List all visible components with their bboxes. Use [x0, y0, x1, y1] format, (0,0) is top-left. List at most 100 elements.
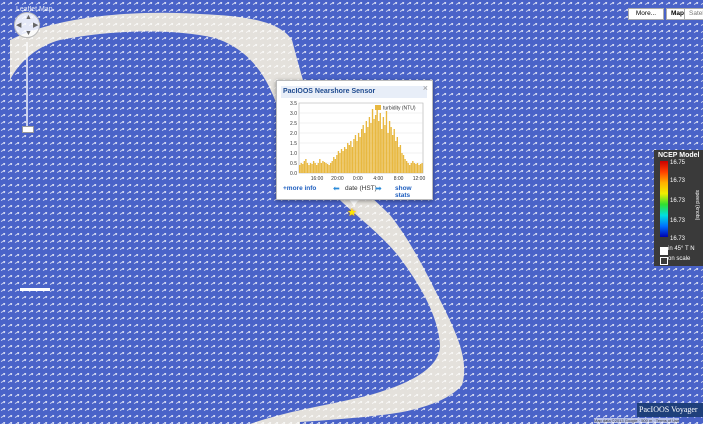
y-tick-label: 1.5 — [290, 141, 297, 147]
turbidity-bar — [382, 117, 385, 173]
turbidity-bar — [416, 163, 419, 173]
zoom-slider-handle[interactable] — [22, 126, 34, 133]
pan-up-icon[interactable]: ▲ — [25, 14, 32, 21]
date-label: date (HST) — [345, 185, 377, 192]
turbidity-bar — [371, 109, 374, 173]
turbidity-bar — [299, 165, 301, 173]
turbidity-bar — [328, 165, 330, 173]
turbidity-bar — [402, 155, 405, 173]
turbidity-bar — [319, 159, 321, 173]
turbidity-bar — [331, 161, 333, 173]
turbidity-bar — [356, 141, 358, 173]
pan-control[interactable]: ▲ ▼ ◀ ▶ — [14, 12, 40, 38]
turbidity-bar — [337, 151, 340, 173]
turbidity-bar — [418, 165, 420, 173]
turbidity-bar — [311, 164, 313, 173]
star-icon[interactable]: ★ — [347, 207, 357, 219]
turbidity-bar — [345, 149, 347, 173]
scale-option-label: on scale — [668, 256, 691, 262]
map-type-satellite-button[interactable]: Satellite — [684, 8, 703, 20]
turbidity-bar — [347, 143, 349, 173]
turbidity-bar — [342, 151, 344, 173]
more-button[interactable]: More... — [628, 8, 664, 20]
turbidity-bar — [309, 163, 312, 173]
next-arrow-icon[interactable]: ➡ — [375, 184, 382, 193]
zoom-slider-track[interactable] — [26, 42, 28, 126]
popup-pointer — [348, 198, 360, 206]
x-tick-label: 8:00 — [394, 176, 404, 182]
legend-value: 16.73 — [670, 178, 686, 184]
turbidity-bar — [361, 129, 363, 173]
legend-swatch — [375, 105, 381, 110]
turbidity-bar — [373, 119, 375, 173]
model-legend: NCEP Model 16.75 16.73 16.73 16.73 16.73… — [654, 150, 703, 266]
turbidity-bar — [413, 163, 416, 173]
turbidity-bar — [317, 163, 319, 173]
x-tick-label: 20:00 — [331, 176, 344, 182]
turbidity-bar — [351, 147, 354, 173]
popup-footer: +more info ⬅ date (HST) ➡ show stats — [281, 184, 428, 199]
turbidity-bar — [333, 157, 335, 173]
x-tick-label: 12:00 — [413, 176, 426, 182]
turbidity-bar — [323, 162, 326, 173]
turbidity-bar — [330, 163, 332, 173]
close-icon[interactable]: × — [422, 83, 428, 93]
turbidity-bar — [314, 163, 316, 173]
legend-title: NCEP Model — [658, 152, 700, 159]
x-tick-label: 0:00 — [353, 176, 363, 182]
y-tick-label: 3.5 — [290, 101, 297, 107]
legend-value: 16.73 — [670, 236, 686, 242]
turbidity-bar — [348, 145, 350, 173]
turbidity-bar — [350, 141, 352, 173]
scale-checkbox[interactable] — [660, 257, 668, 265]
turbidity-bar — [336, 155, 338, 173]
pan-down-icon[interactable]: ▼ — [25, 30, 32, 37]
map-title: Leaflet Map — [16, 6, 53, 13]
pacioos-logo[interactable]: PacIOOS Voyager — [637, 403, 703, 417]
y-tick-label: 1.0 — [290, 151, 297, 157]
turbidity-bar — [399, 145, 402, 173]
turbidity-bar — [374, 115, 377, 173]
turbidity-bar — [312, 161, 315, 173]
turbidity-bar — [378, 121, 380, 173]
x-tick-label: 16:00 — [311, 176, 324, 182]
turbidity-bar — [308, 165, 310, 173]
turbidity-bar — [370, 123, 372, 173]
turbidity-bar — [388, 121, 391, 173]
turbidity-bar — [392, 135, 394, 173]
turbidity-bar — [362, 125, 364, 173]
turbidity-bar — [385, 111, 388, 173]
pan-left-icon[interactable]: ◀ — [16, 22, 22, 29]
turbidity-bar — [320, 163, 323, 173]
turbidity-bar — [409, 165, 411, 173]
map-label: · — [110, 30, 112, 36]
turbidity-bar — [322, 161, 324, 173]
turbidity-bar — [387, 133, 389, 173]
y-tick-label: 2.5 — [290, 121, 297, 127]
turbidity-bar — [359, 137, 361, 173]
legend-value: 16.75 — [670, 160, 686, 166]
pan-right-icon[interactable]: ▶ — [33, 22, 39, 29]
map-attribution[interactable]: Map data ©2013 Google · 500 m · Terms of… — [594, 418, 680, 423]
turbidity-bar — [410, 163, 412, 173]
prev-arrow-icon[interactable]: ⬅ — [333, 184, 340, 193]
turbidity-bar — [415, 164, 417, 173]
turbidity-bar — [303, 161, 305, 173]
more-info-link[interactable]: +more info — [283, 185, 317, 192]
legend-value: 16.73 — [670, 198, 686, 204]
turbidity-bar — [325, 163, 327, 173]
sensor-popup: PacIOOS Nearshore Sensor × 0.0 0.5 1.0 1.5 2… — [276, 80, 433, 200]
turbidity-bar — [396, 137, 398, 173]
turbidity-chart: 0.0 0.5 1.0 1.5 2.0 2.5 3.0 3.5 16:00 20:00 0:00 4:… — [290, 101, 426, 182]
turbidity-bar — [419, 164, 422, 173]
turbidity-bar — [306, 163, 309, 173]
legend-value: 16.73 — [670, 218, 686, 224]
direction-checkbox[interactable] — [660, 247, 668, 255]
turbidity-bar — [384, 125, 386, 173]
turbidity-bar — [326, 164, 329, 173]
turbidity-bar — [343, 147, 346, 173]
turbidity-bar — [376, 105, 378, 173]
popup-title: PacIOOS Nearshore Sensor — [283, 88, 376, 95]
show-stats-link[interactable]: show stats — [395, 185, 412, 199]
